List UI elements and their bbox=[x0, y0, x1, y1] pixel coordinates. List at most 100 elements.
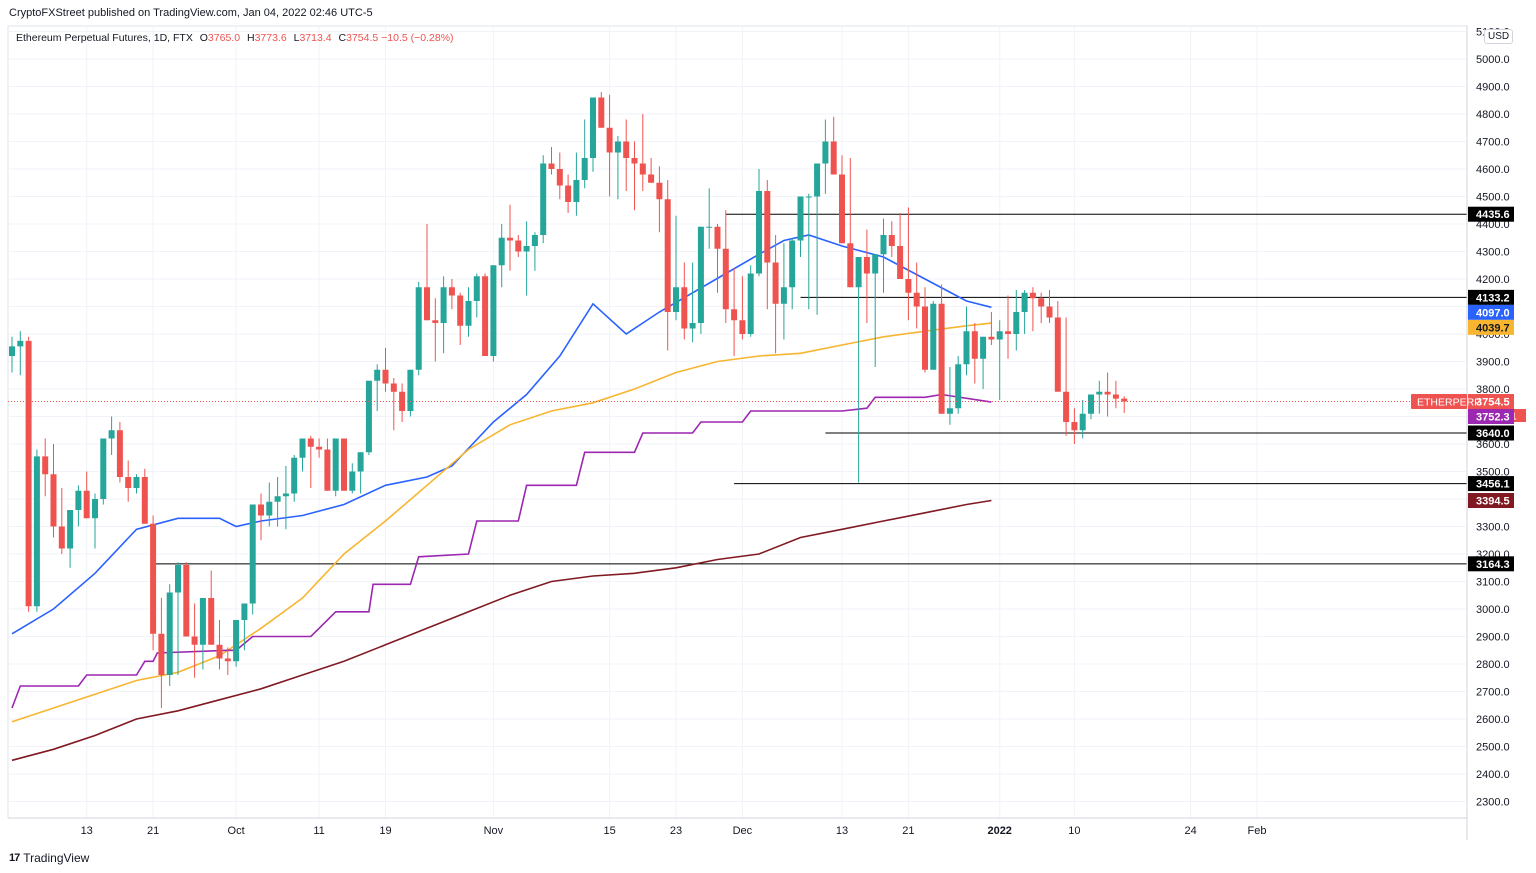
y-tick-label: 4200.0 bbox=[1476, 274, 1510, 286]
open-label: O bbox=[199, 32, 208, 44]
candle-body bbox=[67, 510, 74, 549]
x-tick-label: 13 bbox=[81, 825, 93, 837]
candle bbox=[249, 504, 256, 615]
candle bbox=[714, 224, 721, 293]
price-label: 3456.1 bbox=[1468, 476, 1514, 492]
candle bbox=[224, 647, 231, 675]
candle-body bbox=[175, 565, 181, 593]
candle bbox=[125, 460, 132, 502]
candle-body bbox=[789, 240, 796, 288]
candle-body bbox=[673, 287, 679, 312]
candle bbox=[863, 229, 870, 323]
candle-body bbox=[515, 240, 522, 252]
candle-body bbox=[1104, 391, 1111, 395]
price-label: 3164.3 bbox=[1468, 556, 1514, 572]
candle bbox=[805, 193, 812, 310]
candle bbox=[92, 493, 98, 549]
candle bbox=[9, 336, 15, 373]
candle-body bbox=[1088, 394, 1094, 414]
candle-body bbox=[116, 430, 123, 477]
candle-body bbox=[590, 97, 596, 158]
candle bbox=[233, 620, 240, 667]
candle-body bbox=[208, 598, 215, 645]
high-value: 3773.6 bbox=[254, 32, 287, 44]
candle bbox=[888, 221, 895, 257]
candle bbox=[316, 438, 323, 458]
candle bbox=[67, 510, 74, 568]
x-tick-label: 24 bbox=[1184, 825, 1196, 837]
candle bbox=[913, 262, 920, 329]
x-tick-label: Feb bbox=[1248, 825, 1267, 837]
close-value: 3754.5 bbox=[346, 32, 379, 44]
price-label-bg bbox=[1468, 556, 1514, 572]
candle-body bbox=[797, 196, 804, 241]
candle bbox=[789, 237, 796, 310]
price-label-text: 3640.0 bbox=[1476, 428, 1510, 440]
price-label-text: 3394.5 bbox=[1476, 496, 1510, 508]
candle-body bbox=[1096, 391, 1103, 395]
candle-body bbox=[863, 257, 870, 274]
high-label: H bbox=[246, 32, 255, 44]
candle bbox=[357, 452, 364, 494]
time-axis[interactable]: 13 21 Oct 11 19 Nov 15 23 Dec 13 21 2022 10 24 Feb bbox=[81, 825, 1267, 837]
legend: Ethereum Perpetual Futures, 1D, FTX O376… bbox=[16, 32, 454, 44]
candle bbox=[847, 158, 854, 288]
candle-body bbox=[33, 456, 40, 607]
candle-body bbox=[764, 191, 771, 263]
candle bbox=[349, 463, 356, 494]
candle bbox=[407, 369, 414, 417]
y-tick-label: 2700.0 bbox=[1476, 687, 1510, 699]
currency-button[interactable]: USD bbox=[1484, 29, 1514, 44]
candle bbox=[764, 180, 771, 310]
symbol-name: Ethereum Perpetual Futures, 1D, FTX bbox=[16, 32, 193, 44]
candle bbox=[424, 224, 430, 321]
candle bbox=[482, 273, 489, 356]
series-ma_maroon bbox=[11, 499, 992, 762]
candle-body bbox=[432, 320, 439, 323]
candle bbox=[42, 438, 49, 497]
candle-body bbox=[988, 336, 995, 340]
candle bbox=[241, 603, 248, 651]
price-label-bg bbox=[1468, 394, 1514, 410]
candle bbox=[1029, 287, 1036, 332]
candle-body bbox=[814, 163, 821, 197]
candle bbox=[440, 276, 447, 354]
candle-body bbox=[830, 141, 837, 175]
price-label: 3640.0 bbox=[1468, 425, 1514, 441]
candle-body bbox=[1071, 422, 1078, 431]
candle-body bbox=[25, 340, 32, 607]
candle bbox=[988, 312, 995, 345]
candle-body bbox=[780, 287, 787, 304]
candle bbox=[1013, 290, 1020, 351]
candles bbox=[9, 92, 1128, 708]
candle-body bbox=[697, 226, 704, 323]
candle-body bbox=[913, 292, 920, 307]
candle bbox=[332, 438, 339, 497]
candle bbox=[681, 262, 688, 340]
candle bbox=[706, 188, 713, 249]
candle-body bbox=[523, 246, 530, 252]
candle-body bbox=[631, 158, 638, 164]
candle bbox=[747, 265, 754, 337]
candle-body bbox=[606, 127, 613, 153]
candle-body bbox=[897, 246, 904, 279]
candle-body bbox=[946, 408, 953, 414]
candle bbox=[1096, 380, 1103, 414]
candle bbox=[922, 287, 928, 373]
candle-body bbox=[424, 287, 430, 321]
candle bbox=[1054, 301, 1061, 392]
tradingview-logo-icon: 17 bbox=[9, 852, 20, 864]
y-tick-label: 2300.0 bbox=[1476, 797, 1510, 809]
candle bbox=[258, 493, 264, 541]
candle-body bbox=[191, 636, 198, 645]
candle-body bbox=[258, 504, 264, 516]
candle-body bbox=[573, 180, 580, 202]
candle-body bbox=[341, 438, 347, 491]
candle bbox=[598, 92, 605, 128]
symbol-tag-bg bbox=[1411, 394, 1467, 410]
candle-body bbox=[1079, 413, 1086, 431]
candle-body bbox=[457, 295, 464, 326]
y-tick-label: 3500.0 bbox=[1476, 467, 1510, 479]
candle-body bbox=[374, 369, 381, 381]
